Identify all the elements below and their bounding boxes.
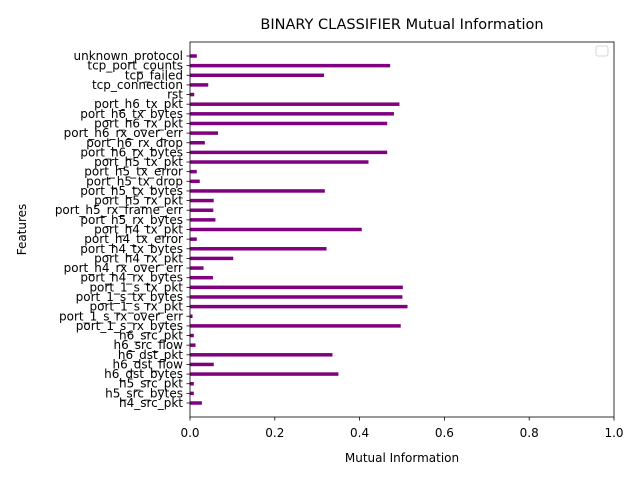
y-tick-label: port_1_s_rx_over_err <box>59 309 183 323</box>
bar <box>190 275 213 280</box>
bar <box>190 179 200 184</box>
y-tick-label: h4_src_pkt <box>119 396 183 410</box>
y-tick-label: port_1_s_rx_pkt <box>90 300 184 314</box>
chart-title: BINARY CLASSIFIER Mutual Information <box>260 17 543 33</box>
bar <box>190 314 193 318</box>
bar <box>190 131 218 135</box>
bar <box>190 304 408 309</box>
y-tick-label: port_1_s_tx_pkt <box>89 280 183 294</box>
bar <box>190 285 403 290</box>
bar <box>190 333 194 338</box>
bar <box>190 401 202 405</box>
y-axis: h4_src_pkth5_src_bytesh5_src_pkth6_dst_b… <box>55 49 190 410</box>
y-tick-label: port_h4_tx_error <box>84 232 183 246</box>
y-tick-label: h6_src_flow <box>114 338 184 352</box>
y-tick-label: port_h6_rx_over_err <box>64 126 183 140</box>
y-tick-label: h6_dst_flow <box>112 357 183 371</box>
x-tick-label: 1.0 <box>604 426 623 440</box>
bar <box>190 141 205 145</box>
y-tick-label: h5_src_bytes <box>105 386 183 400</box>
bar <box>190 102 400 106</box>
bar <box>190 295 403 299</box>
y-tick-label: h6_dst_pkt <box>118 348 183 362</box>
bar <box>190 150 388 155</box>
y-tick-label: h6_src_pkt <box>119 329 183 343</box>
y-tick-label: port_h6_tx_bytes <box>80 107 183 121</box>
bar <box>190 381 194 386</box>
y-tick-label: h5_src_pkt <box>119 377 183 391</box>
x-tick-label: 0.0 <box>180 426 199 440</box>
bar <box>190 247 327 251</box>
y-tick-label: port_h4_rx_pkt <box>94 251 183 265</box>
bar <box>190 324 401 328</box>
x-tick-label: 0.6 <box>435 426 454 440</box>
y-tick-label: h6_dst_bytes <box>104 367 183 381</box>
y-tick-label: port_h5_tx_pkt <box>94 155 183 169</box>
bar <box>190 112 394 116</box>
y-tick-label: port_h5_tx_error <box>84 165 183 179</box>
y-tick-label: port_h4_rx_bytes <box>80 271 183 285</box>
y-tick-label: port_h6_rx_pkt <box>94 116 183 130</box>
x-axis: 0.0 0.2 0.4 0.6 0.8 1.0 <box>180 417 624 440</box>
bar <box>190 227 362 232</box>
bar <box>190 54 197 58</box>
y-tick-label: port_h6_rx_bytes <box>80 145 183 159</box>
bar <box>190 83 209 87</box>
bar <box>190 73 324 78</box>
bar <box>190 189 325 193</box>
bar <box>190 92 195 97</box>
bar <box>190 121 388 126</box>
bar <box>190 343 196 347</box>
y-tick-label: tcp_failed <box>125 68 183 82</box>
y-tick-label: port_h5_rx_frame_err <box>55 203 183 217</box>
y-tick-label: port_h4_rx_over_err <box>64 261 183 275</box>
bar <box>190 160 369 164</box>
bar <box>190 256 234 261</box>
bar <box>190 198 214 203</box>
x-tick-label: 0.8 <box>520 426 539 440</box>
bar <box>190 266 204 270</box>
bar <box>190 353 333 357</box>
y-tick-label: port_h5_tx_drop <box>86 174 183 188</box>
bar <box>190 372 339 376</box>
y-tick-label: unknown_protocol <box>74 49 183 63</box>
y-axis-label: Features <box>15 204 29 256</box>
y-tick-label: port_h4_tx_bytes <box>80 242 183 256</box>
x-tick-label: 0.2 <box>265 426 284 440</box>
bar <box>190 237 197 241</box>
y-tick-label: port_1_s_rx_bytes <box>76 319 183 333</box>
y-tick-label: port_h5_rx_bytes <box>80 213 183 227</box>
x-axis-label: Mutual Information <box>345 451 459 465</box>
y-tick-label: port_h5_tx_bytes <box>80 184 183 198</box>
y-tick-label: port_h4_tx_pkt <box>94 223 183 237</box>
legend-box <box>595 45 609 57</box>
y-tick-label: port_h5_rx_pkt <box>94 194 183 208</box>
y-tick-label: rst <box>167 88 183 102</box>
y-tick-label: port_h6_tx_pkt <box>94 97 183 111</box>
y-tick-label: port_h6_rx_drop <box>86 136 183 150</box>
y-tick-label: tcp_port_counts <box>87 59 183 73</box>
bar <box>190 362 214 367</box>
y-tick-label: tcp_connection <box>92 78 183 92</box>
bar <box>190 63 391 68</box>
bar <box>190 391 194 396</box>
bar <box>190 218 216 222</box>
bar <box>190 208 214 212</box>
bar <box>190 169 197 174</box>
y-tick-label: port_1_s_tx_bytes <box>76 290 183 304</box>
x-tick-label: 0.4 <box>350 426 369 440</box>
bars-group <box>190 54 408 405</box>
